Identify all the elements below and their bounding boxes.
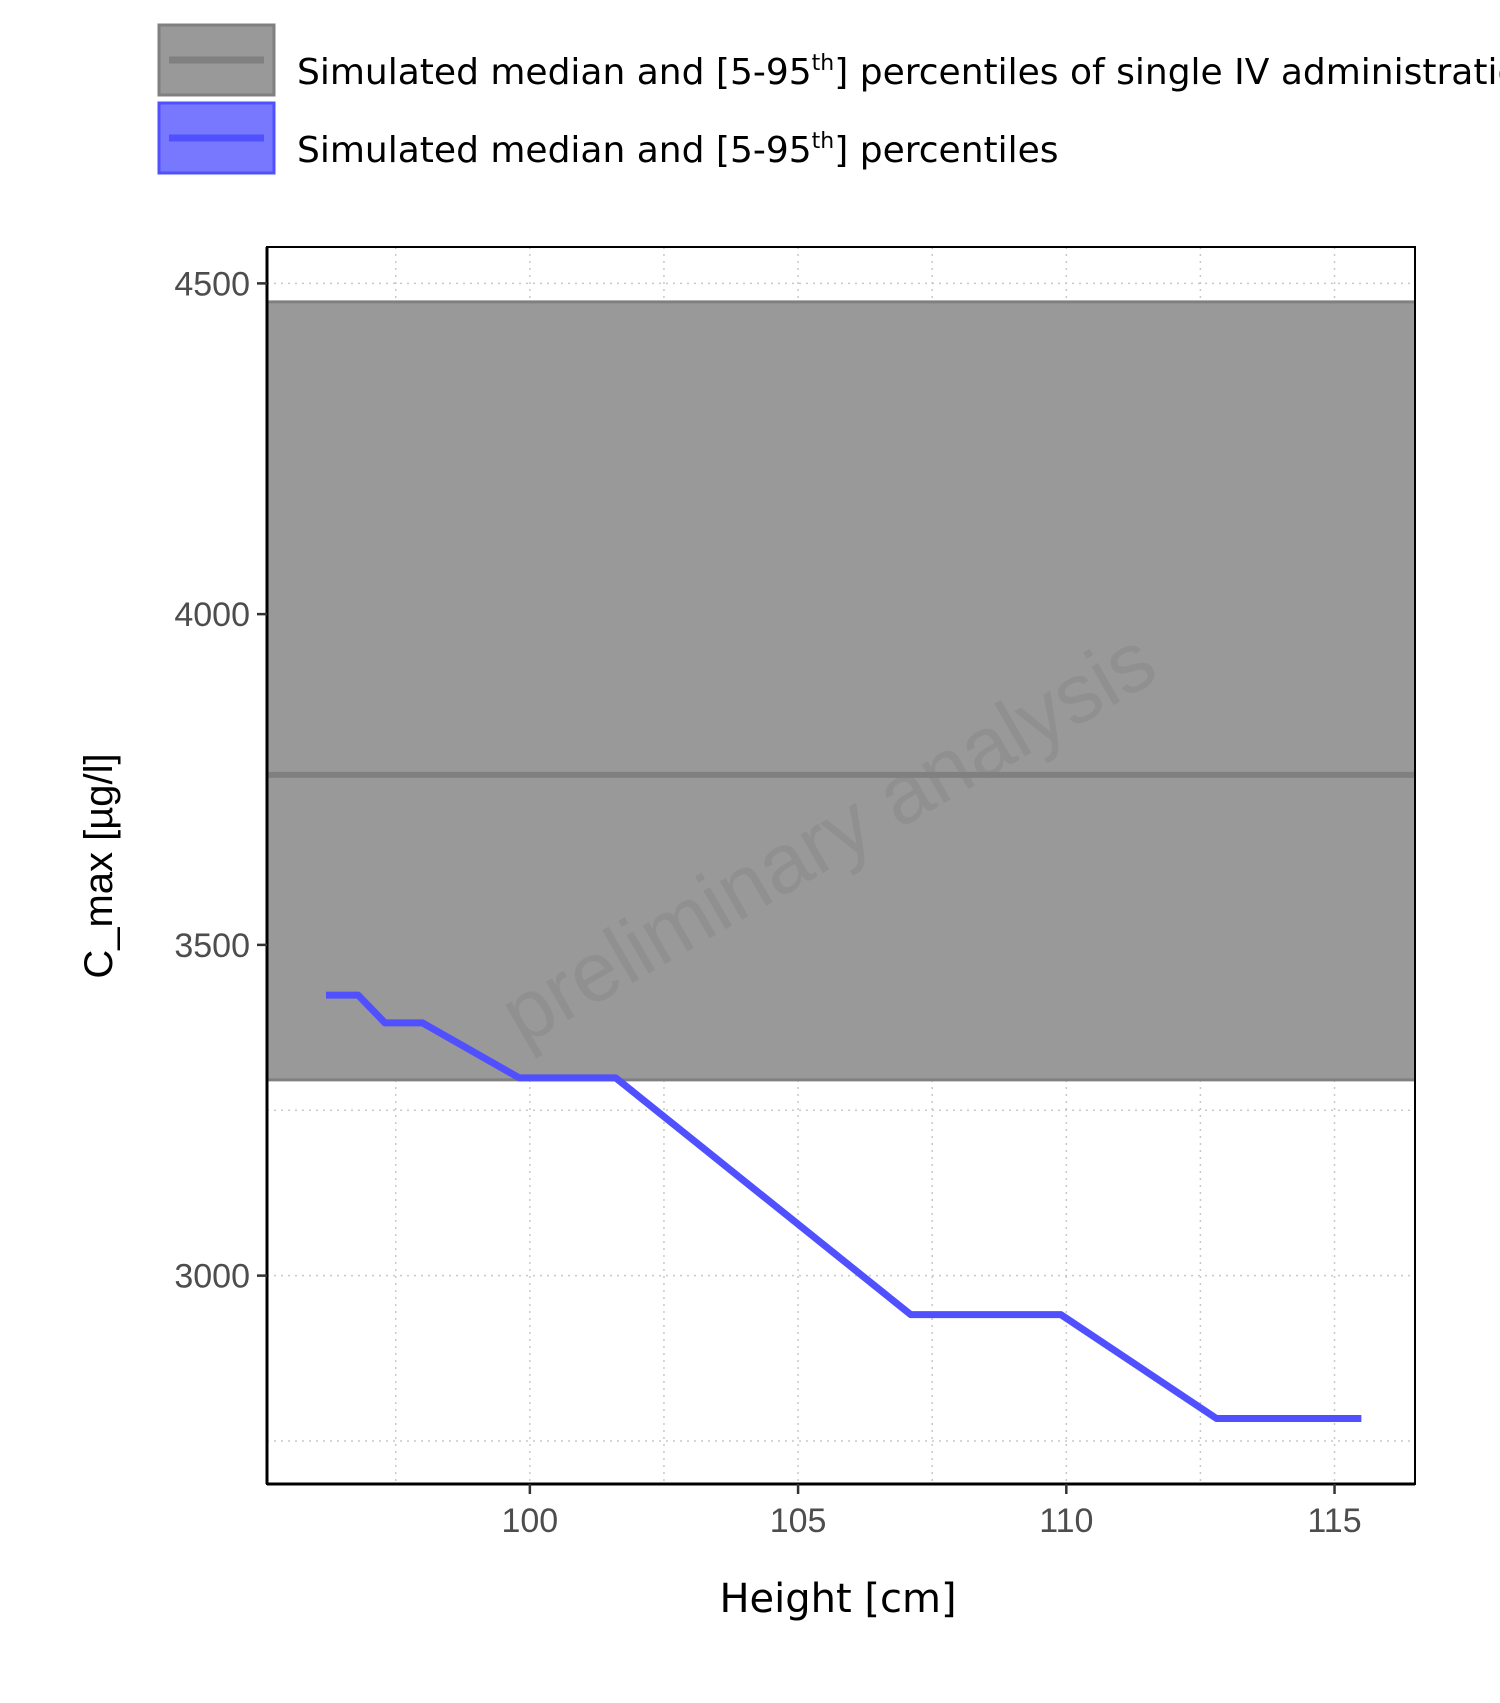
plot-panel: preliminary analysis	[265, 246, 1416, 1486]
x-tick-label: 100	[501, 1502, 558, 1540]
simulation-median-line	[326, 991, 1362, 1423]
x-tick-label: 115	[1307, 1502, 1361, 1540]
y-tick-label: 3500	[174, 927, 250, 965]
legend-item-simulation: Simulated median and [5-95th] percentile…	[157, 101, 1059, 175]
y-tick-label: 4000	[174, 596, 250, 634]
x-axis-ticks: 100 105 110 115	[501, 1484, 1362, 1540]
x-tick-label: 110	[1039, 1502, 1093, 1540]
iv-reference-band	[267, 301, 1415, 1080]
legend-item-iv-reference: Simulated median and [5-95th] percentile…	[157, 23, 1500, 97]
y-axis-ticks: 3000 3500 4000 4500	[174, 265, 267, 1296]
x-tick-label: 105	[770, 1502, 827, 1540]
y-tick-label: 3000	[174, 1258, 250, 1296]
y-axis-title: C_max [µg/l]	[77, 753, 121, 978]
legend-label-simulation: Simulated median and [5-95th] percentile…	[297, 129, 1059, 171]
x-axis-title: Height [cm]	[719, 1576, 956, 1622]
legend: Simulated median and [5-95th] percentile…	[157, 23, 1500, 175]
y-tick-label: 4500	[174, 265, 250, 303]
legend-label-iv-reference: Simulated median and [5-95th] percentile…	[297, 51, 1500, 93]
